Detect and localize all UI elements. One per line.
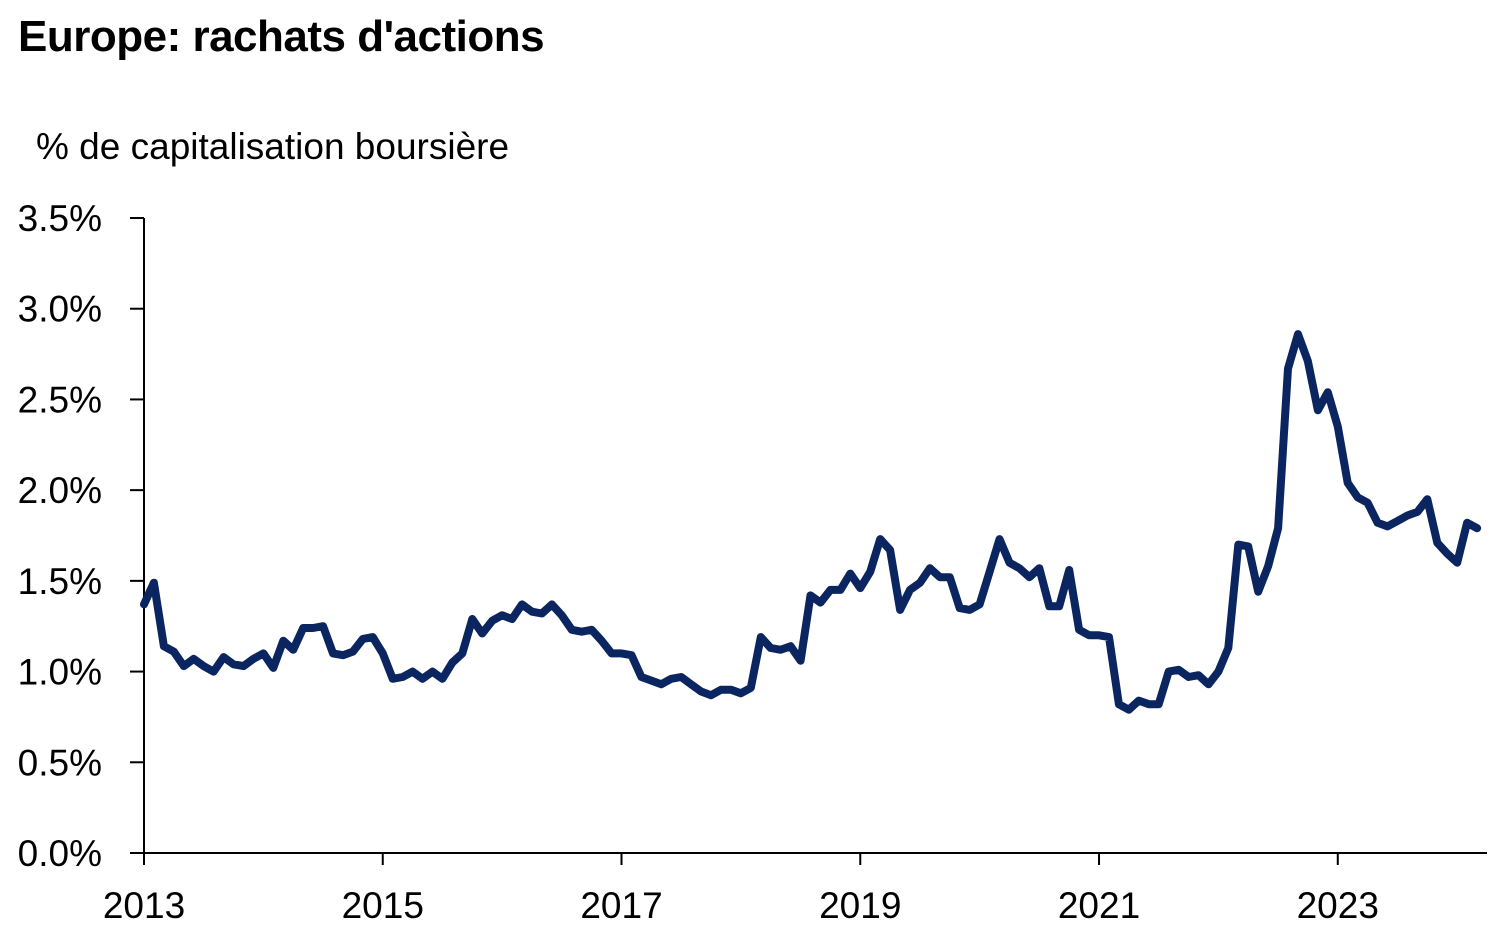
y-tick-label: 0.5% xyxy=(18,742,102,783)
y-tick-label: 1.0% xyxy=(18,652,102,693)
x-tick-label: 2019 xyxy=(819,885,901,926)
x-axis-ticks: 2013 2015 2017 2019 2021 2023 xyxy=(103,853,1379,926)
y-tick-label: 1.5% xyxy=(18,561,102,602)
x-tick-label: 2021 xyxy=(1058,885,1140,926)
y-tick-label: 0.0% xyxy=(18,833,102,874)
y-tick-label: 3.5% xyxy=(18,198,102,239)
x-tick-label: 2017 xyxy=(580,885,662,926)
y-tick-label: 3.0% xyxy=(18,289,102,330)
y-tick-label: 2.5% xyxy=(18,379,102,420)
y-axis-ticks: 0.0% 0.5% 1.0% 1.5% 2.0% 2.5% 3.0% 3.5% xyxy=(18,198,144,874)
x-tick-label: 2015 xyxy=(342,885,424,926)
x-tick-label: 2023 xyxy=(1297,885,1379,926)
chart-axes xyxy=(143,218,1487,854)
series-line xyxy=(140,330,1482,714)
y-tick-label: 2.0% xyxy=(18,470,102,511)
series-lines xyxy=(140,330,1482,714)
x-tick-label: 2013 xyxy=(103,885,185,926)
y-axis-unit-label: % de capitalisation boursière xyxy=(36,126,510,167)
chart-title: Europe: rachats d'actions xyxy=(18,12,545,61)
